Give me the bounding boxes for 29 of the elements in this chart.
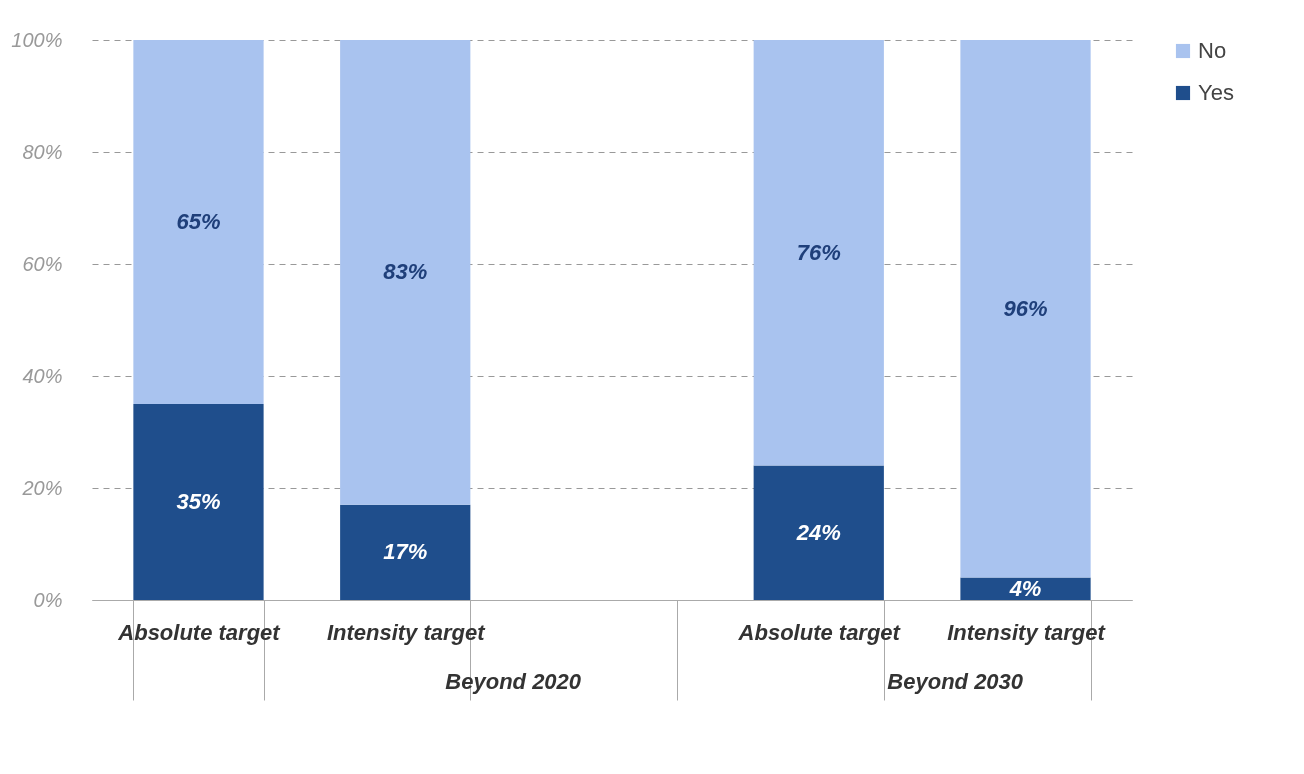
y-tick-label: 0% bbox=[33, 588, 63, 611]
bar bbox=[133, 40, 264, 404]
text: Beyond 2030 bbox=[887, 669, 1024, 694]
text: Beyond 2020 bbox=[445, 669, 582, 694]
bar bbox=[340, 40, 471, 505]
data-label: 35% bbox=[176, 489, 221, 514]
legend-label: Yes bbox=[1198, 80, 1234, 105]
data-label: 65% bbox=[176, 209, 221, 234]
bar bbox=[753, 465, 884, 600]
bar bbox=[960, 40, 1091, 578]
x-tick-label: Intensity target bbox=[326, 619, 487, 645]
y-tick-label: 100% bbox=[11, 28, 63, 51]
data-label: 24% bbox=[795, 519, 841, 545]
bar bbox=[133, 404, 264, 600]
data-label: 17% bbox=[383, 539, 428, 565]
data-label: 96% bbox=[1003, 295, 1048, 321]
x-tick-label: Absolute target bbox=[737, 619, 902, 645]
x-tick-label: Intensity target bbox=[947, 619, 1107, 645]
y-tick-label: 20% bbox=[21, 476, 63, 499]
x-tick-label: Absolute target bbox=[117, 619, 282, 645]
bar bbox=[340, 504, 471, 600]
y-tick-label: 60% bbox=[22, 252, 63, 275]
y-tick-label: 80% bbox=[22, 140, 63, 163]
data-label: 83% bbox=[383, 259, 428, 285]
data-label: 76% bbox=[796, 239, 841, 265]
data-label: 4% bbox=[1008, 575, 1042, 601]
legend-label: No bbox=[1198, 38, 1227, 63]
bar bbox=[753, 40, 884, 466]
y-tick-label: 40% bbox=[22, 364, 63, 387]
